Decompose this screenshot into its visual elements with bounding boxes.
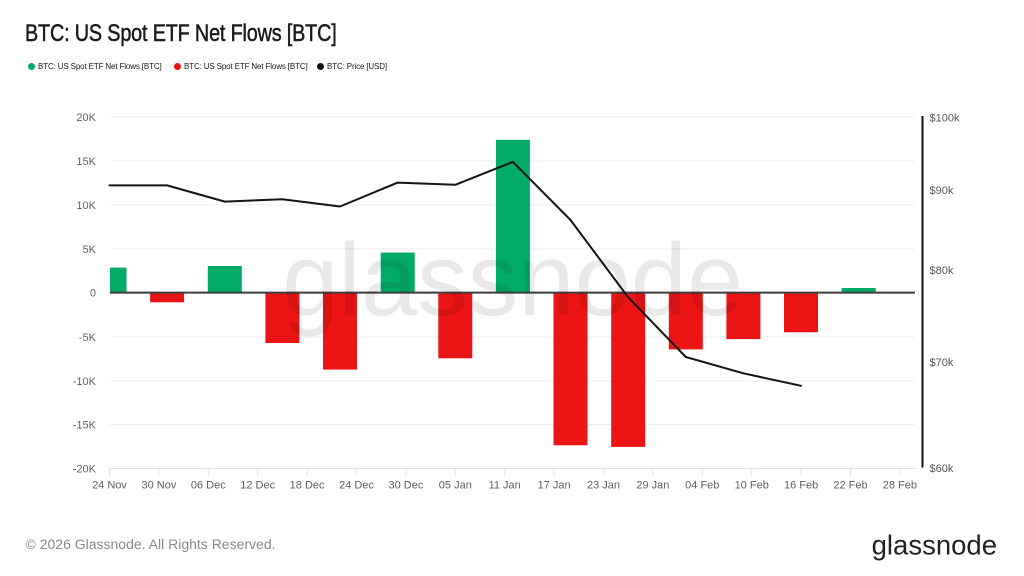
svg-text:$100k: $100k [930, 113, 960, 125]
svg-text:20K: 20K [76, 112, 96, 124]
svg-text:15K: 15K [76, 156, 96, 168]
svg-text:24 Nov: 24 Nov [92, 480, 127, 492]
svg-text:23 Jan: 23 Jan [587, 480, 620, 492]
svg-text:18 Dec: 18 Dec [290, 480, 325, 492]
svg-text:22 Feb: 22 Feb [833, 480, 867, 492]
svg-text:05 Jan: 05 Jan [439, 480, 472, 492]
svg-text:17 Jan: 17 Jan [538, 480, 571, 492]
svg-text:30 Nov: 30 Nov [141, 480, 176, 492]
svg-text:$90k: $90k [930, 185, 954, 197]
svg-text:24 Dec: 24 Dec [339, 480, 374, 492]
svg-text:$70k: $70k [930, 357, 954, 369]
svg-text:28 Feb: 28 Feb [883, 480, 917, 492]
svg-text:-20K: -20K [73, 464, 97, 476]
svg-text:-5K: -5K [79, 332, 97, 344]
svg-text:$80k: $80k [930, 265, 954, 277]
svg-text:0: 0 [90, 288, 96, 300]
svg-text:-15K: -15K [73, 420, 97, 432]
svg-text:$60k: $60k [930, 463, 954, 475]
svg-text:-10K: -10K [73, 376, 97, 388]
svg-text:12 Dec: 12 Dec [240, 480, 275, 492]
svg-text:11 Jan: 11 Jan [489, 480, 521, 492]
svg-text:04 Feb: 04 Feb [685, 480, 719, 492]
svg-text:5K: 5K [83, 244, 97, 256]
svg-text:10K: 10K [76, 200, 96, 212]
svg-text:glassnode: glassnode [872, 529, 997, 560]
svg-text:glassnode: glassnode [282, 222, 743, 337]
svg-text:10 Feb: 10 Feb [735, 480, 769, 492]
svg-text:29 Jan: 29 Jan [636, 480, 669, 492]
svg-text:16 Feb: 16 Feb [784, 480, 818, 492]
svg-text:30 Dec: 30 Dec [388, 480, 423, 492]
svg-text:06 Dec: 06 Dec [191, 480, 226, 492]
